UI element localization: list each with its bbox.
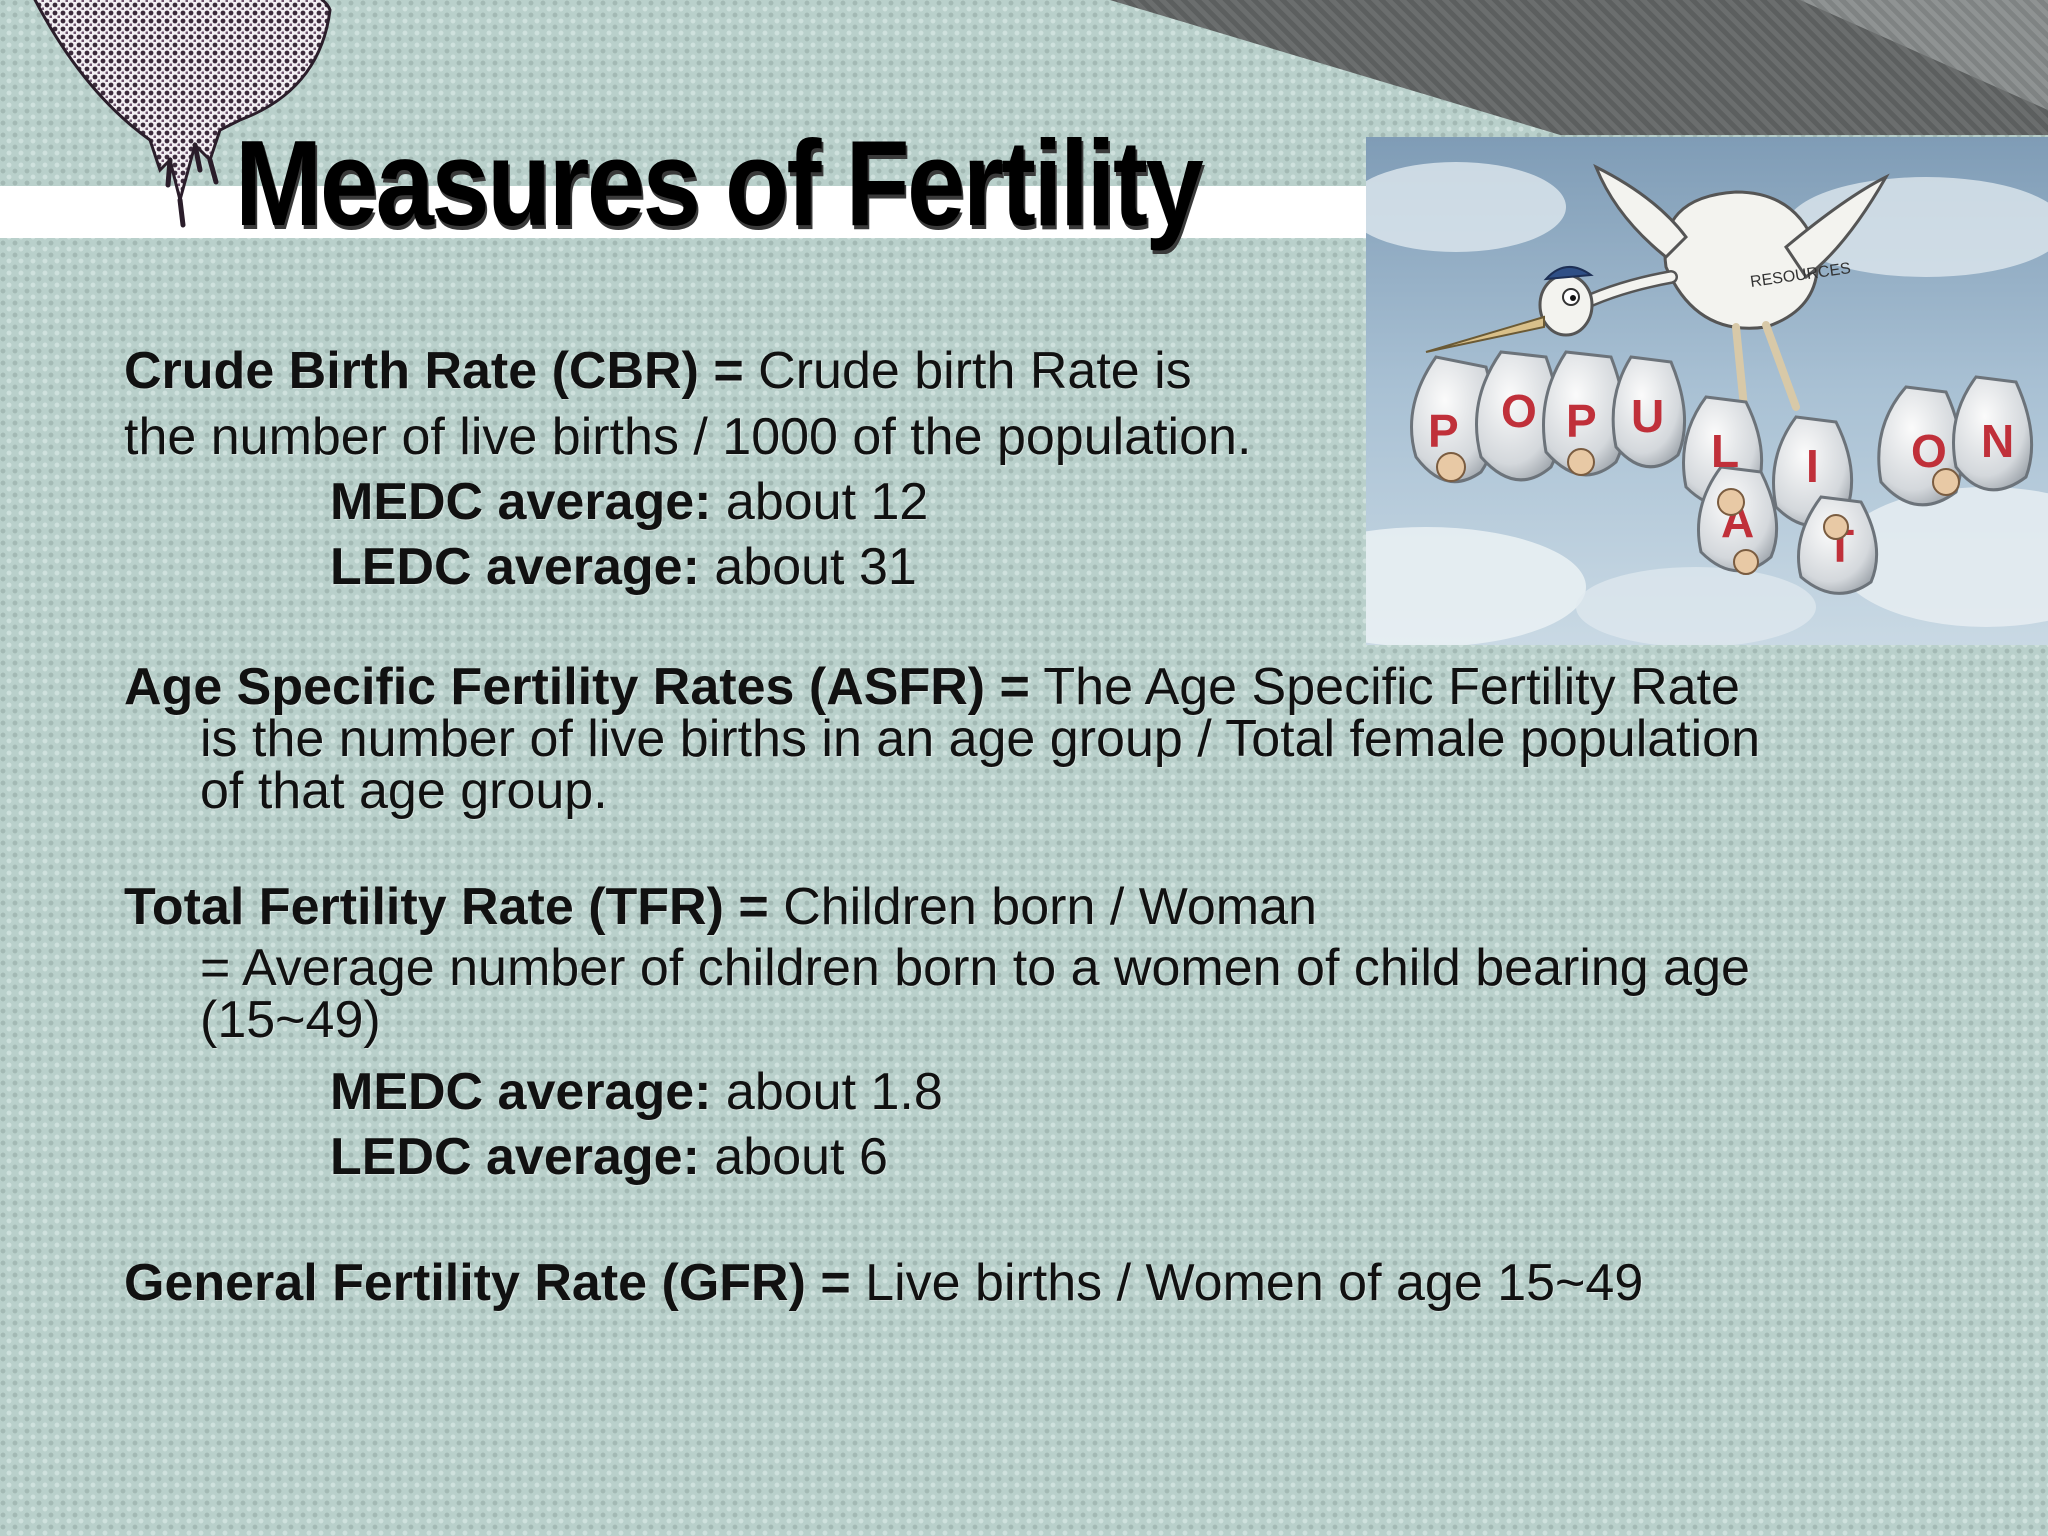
cbr-medc-value: about 12 (711, 473, 929, 531)
asfr-def-text: The Age Specific Fertility Rate (1029, 658, 1740, 716)
tfr-def-text: Children born / Woman (768, 878, 1317, 936)
bag-letter-p2: P (1566, 395, 1597, 447)
slide-title: Measures of Fertility (235, 115, 1204, 251)
tfr-ledc-value: about 6 (699, 1128, 888, 1186)
gfr-term: General Fertility Rate (GFR) = (124, 1254, 851, 1312)
cbr-medc-label: MEDC average: (330, 473, 712, 531)
bag-letter-i: I (1806, 440, 1819, 492)
asfr-definition-line2: is the number of live births in an age g… (200, 710, 1760, 768)
title-bar (0, 186, 1366, 238)
tfr-term: Total Fertility Rate (TFR) = (124, 878, 769, 936)
asfr-term: Age Specific Fertility Rates (ASFR) = (124, 658, 1030, 716)
gfr-def-text: Live births / Women of age 15~49 (850, 1254, 1644, 1312)
bag-letter-l: L (1711, 425, 1739, 477)
bag-letter-u: U (1631, 390, 1664, 442)
asfr-definition-line1: Age Specific Fertility Rates (ASFR) = Th… (124, 661, 1740, 713)
tfr-medc-average: MEDC average: about 1.8 (330, 1059, 943, 1125)
bag-letter-o1: O (1501, 385, 1537, 437)
asfr-definition-line3: of that age group. (200, 762, 608, 820)
tfr-definition-line2: = Average number of children born to a w… (200, 939, 1750, 997)
cbr-term: Crude Birth Rate (CBR) = (124, 342, 744, 400)
tfr-definition-line3: (15~49) (200, 991, 381, 1049)
bag-letter-p1: P (1428, 405, 1459, 457)
cbr-definition-line1: Crude Birth Rate (CBR) = Crude birth Rat… (124, 338, 1192, 404)
tfr-medc-value: about 1.8 (711, 1063, 943, 1121)
tfr-definition-line1: Total Fertility Rate (TFR) = Children bo… (124, 874, 1317, 940)
cbr-ledc-average: LEDC average: about 31 (330, 534, 917, 600)
tfr-medc-label: MEDC average: (330, 1063, 712, 1121)
population-cartoon-image: RESOURCES P O P U L A (1366, 137, 2048, 645)
tfr-ledc-average: LEDC average: about 6 (330, 1124, 888, 1190)
tfr-ledc-label: LEDC average: (330, 1128, 700, 1186)
cbr-medc-average: MEDC average: about 12 (330, 469, 928, 535)
cbr-def-text: Crude birth Rate is (743, 342, 1192, 400)
globe-illustration (33, 0, 332, 228)
cbr-ledc-label: LEDC average: (330, 538, 700, 596)
gfr-definition: General Fertility Rate (GFR) = Live birt… (124, 1250, 1643, 1316)
cbr-definition-line2: the number of live births / 1000 of the … (124, 408, 1252, 466)
cbr-ledc-value: about 31 (699, 538, 917, 596)
bag-letter-n: N (1981, 415, 2014, 467)
bag-letter-o2: O (1911, 425, 1947, 477)
